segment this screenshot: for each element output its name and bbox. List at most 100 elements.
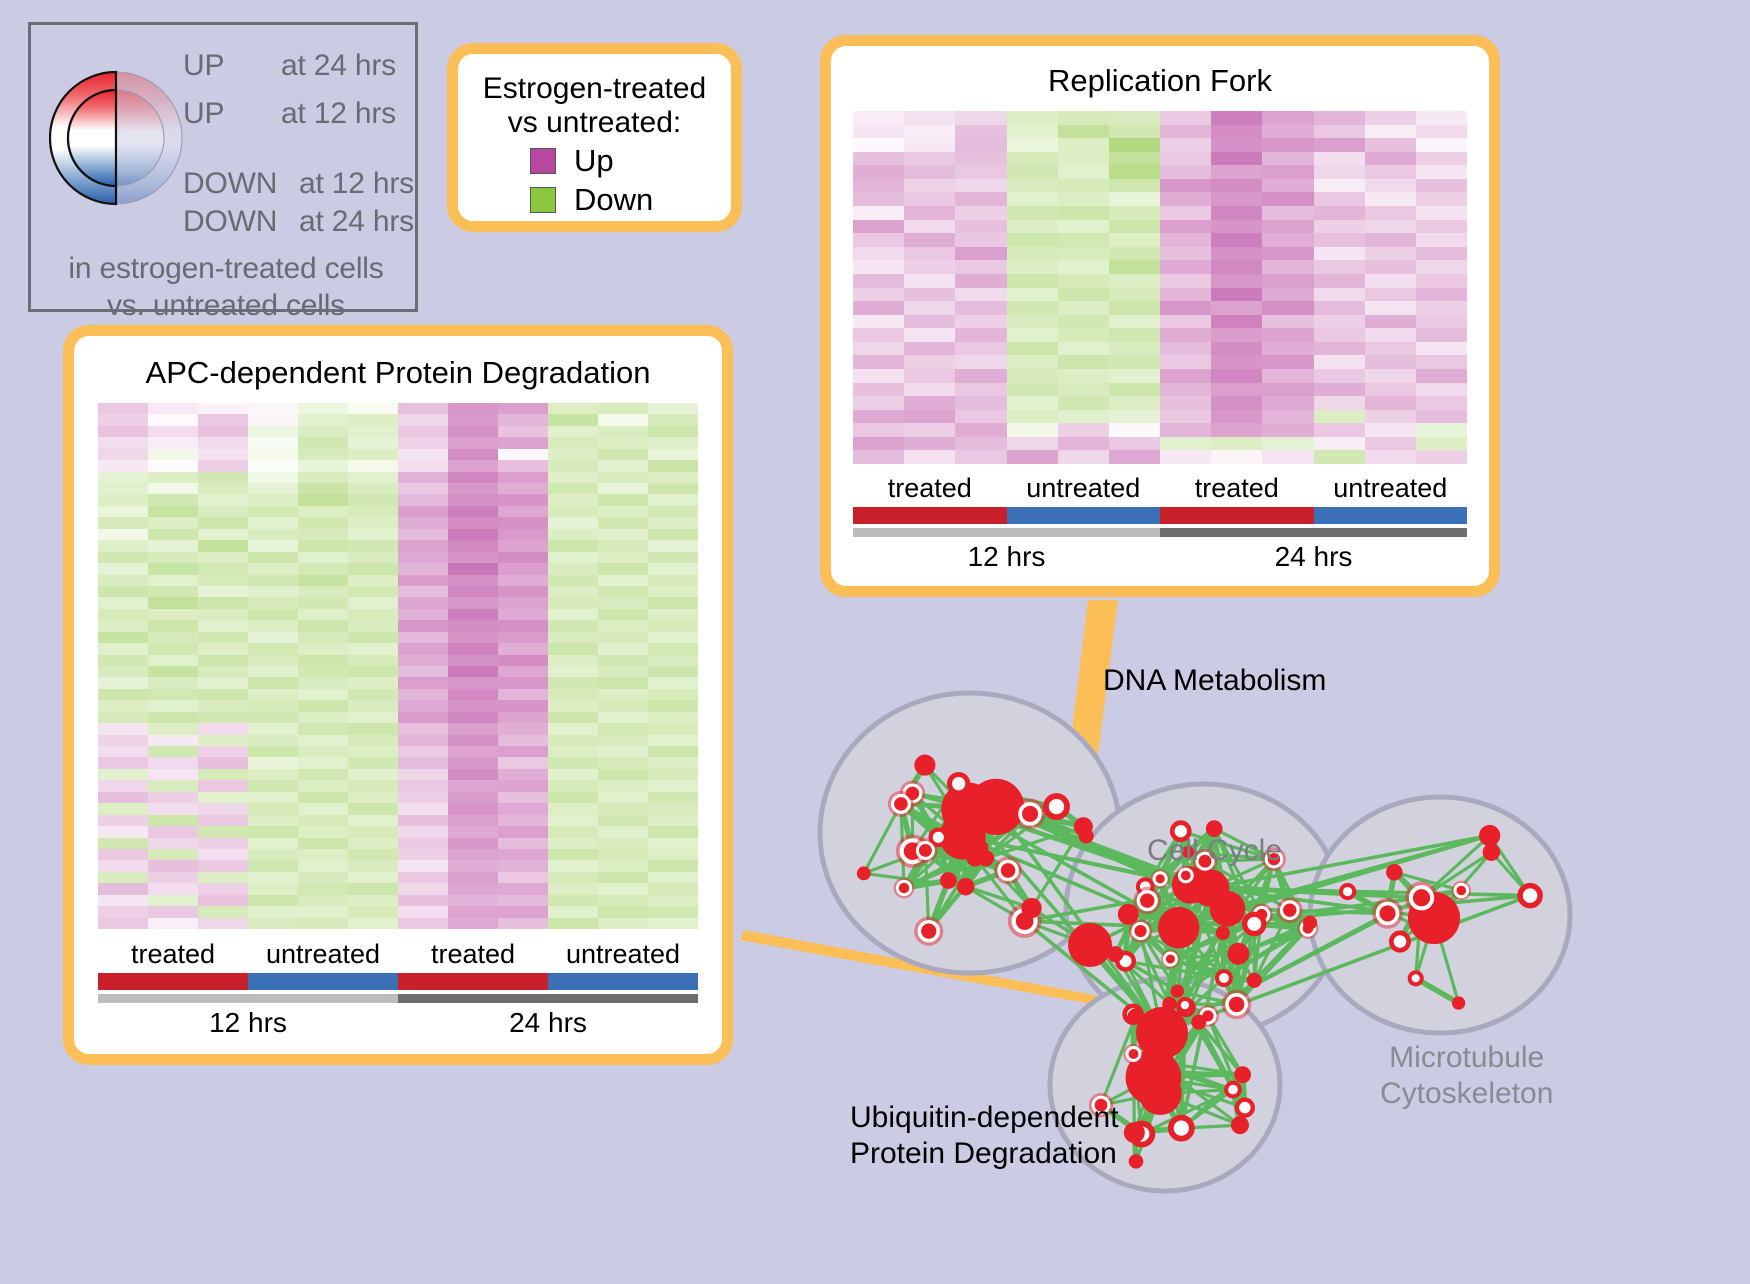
node-circle[interactable]	[1227, 995, 1246, 1014]
network-node[interactable]	[1247, 973, 1262, 988]
node-circle[interactable]	[1136, 1007, 1188, 1059]
node-circle[interactable]	[1216, 926, 1230, 940]
network-node[interactable]	[1418, 923, 1435, 940]
node-circle[interactable]	[940, 872, 957, 889]
node-circle[interactable]	[1455, 884, 1468, 897]
node-circle[interactable]	[1378, 903, 1398, 923]
network-node[interactable]	[940, 872, 957, 889]
node-circle[interactable]	[1391, 933, 1408, 950]
node-circle[interactable]	[1411, 887, 1432, 908]
node-circle[interactable]	[966, 849, 984, 867]
network-node[interactable]	[1479, 825, 1500, 846]
node-circle[interactable]	[897, 881, 910, 894]
network-node[interactable]	[1391, 933, 1408, 950]
network-node[interactable]	[1179, 999, 1191, 1011]
network-node[interactable]	[1405, 881, 1438, 914]
node-circle[interactable]	[1021, 898, 1041, 918]
network-node[interactable]	[894, 878, 915, 899]
network-node[interactable]	[1277, 897, 1303, 923]
node-circle[interactable]	[1124, 1122, 1145, 1143]
node-circle[interactable]	[1247, 973, 1262, 988]
node-circle[interactable]	[914, 755, 935, 776]
network-node[interactable]	[1129, 1154, 1144, 1169]
node-circle[interactable]	[1237, 1100, 1253, 1116]
network-node[interactable]	[966, 849, 984, 867]
network-node[interactable]	[1217, 971, 1231, 985]
network-node[interactable]	[1151, 869, 1170, 888]
network-node[interactable]	[1171, 984, 1184, 997]
network-node[interactable]	[1046, 796, 1067, 817]
node-circle[interactable]	[917, 842, 933, 858]
network-node[interactable]	[914, 917, 943, 946]
network-node[interactable]	[1015, 799, 1046, 830]
node-circle[interactable]	[1303, 916, 1317, 930]
network-node[interactable]	[1124, 1122, 1145, 1143]
network-node[interactable]	[1227, 943, 1249, 965]
node-circle[interactable]	[949, 775, 967, 793]
node-circle[interactable]	[1483, 844, 1500, 861]
node-circle[interactable]	[1171, 1118, 1192, 1139]
network-node[interactable]	[1074, 817, 1093, 836]
node-circle[interactable]	[893, 795, 910, 812]
node-circle[interactable]	[1217, 971, 1231, 985]
network-node[interactable]	[914, 755, 935, 776]
node-circle[interactable]	[1418, 923, 1435, 940]
node-circle[interactable]	[957, 878, 975, 896]
network-node[interactable]	[1068, 923, 1112, 967]
network-node[interactable]	[1158, 907, 1200, 949]
node-circle[interactable]	[1154, 873, 1166, 885]
network-node[interactable]	[1222, 990, 1252, 1020]
node-circle[interactable]	[1245, 914, 1264, 933]
network-node[interactable]	[1191, 1015, 1206, 1030]
network-node[interactable]	[1452, 996, 1465, 1009]
network-node[interactable]	[1136, 1007, 1188, 1059]
node-circle[interactable]	[1479, 825, 1500, 846]
network-node[interactable]	[957, 878, 975, 896]
network-node[interactable]	[888, 791, 914, 817]
node-circle[interactable]	[1164, 953, 1176, 965]
node-circle[interactable]	[1127, 1048, 1140, 1061]
node-circle[interactable]	[1386, 864, 1403, 881]
node-circle[interactable]	[1068, 923, 1112, 967]
node-circle[interactable]	[1281, 902, 1298, 919]
node-circle[interactable]	[1234, 1066, 1251, 1083]
node-circle[interactable]	[1520, 886, 1540, 906]
node-circle[interactable]	[1210, 891, 1246, 927]
node-circle[interactable]	[1046, 796, 1067, 817]
node-circle[interactable]	[1179, 999, 1191, 1011]
network-node[interactable]	[1021, 898, 1041, 918]
network-node[interactable]	[1161, 950, 1180, 969]
network-node[interactable]	[994, 857, 1022, 885]
node-circle[interactable]	[1191, 1015, 1206, 1030]
node-circle[interactable]	[1138, 892, 1156, 910]
network-node[interactable]	[1234, 1066, 1251, 1083]
network-node[interactable]	[1245, 914, 1264, 933]
network-node[interactable]	[1216, 926, 1230, 940]
network-node[interactable]	[1157, 1061, 1179, 1083]
node-circle[interactable]	[1226, 1083, 1240, 1097]
node-circle[interactable]	[1133, 923, 1148, 938]
node-circle[interactable]	[1410, 972, 1422, 984]
node-circle[interactable]	[1179, 869, 1192, 882]
network-node[interactable]	[857, 866, 871, 880]
node-circle[interactable]	[1231, 1116, 1249, 1134]
network-node[interactable]	[1210, 891, 1246, 927]
node-circle[interactable]	[1074, 817, 1093, 836]
network-node[interactable]	[1410, 972, 1422, 984]
network-node[interactable]	[913, 838, 938, 863]
node-circle[interactable]	[919, 922, 938, 941]
node-circle[interactable]	[1158, 907, 1200, 949]
network-node[interactable]	[1386, 864, 1403, 881]
node-circle[interactable]	[1452, 996, 1465, 1009]
node-circle[interactable]	[1157, 1061, 1179, 1083]
node-circle[interactable]	[1227, 943, 1249, 965]
network-node[interactable]	[949, 775, 967, 793]
node-circle[interactable]	[1171, 984, 1184, 997]
network-node[interactable]	[1171, 1118, 1192, 1139]
network-node[interactable]	[1237, 1100, 1253, 1116]
network-node[interactable]	[1303, 916, 1317, 930]
node-circle[interactable]	[999, 861, 1017, 879]
node-circle[interactable]	[1129, 1154, 1144, 1169]
network-node[interactable]	[1520, 886, 1540, 906]
node-circle[interactable]	[1341, 885, 1354, 898]
